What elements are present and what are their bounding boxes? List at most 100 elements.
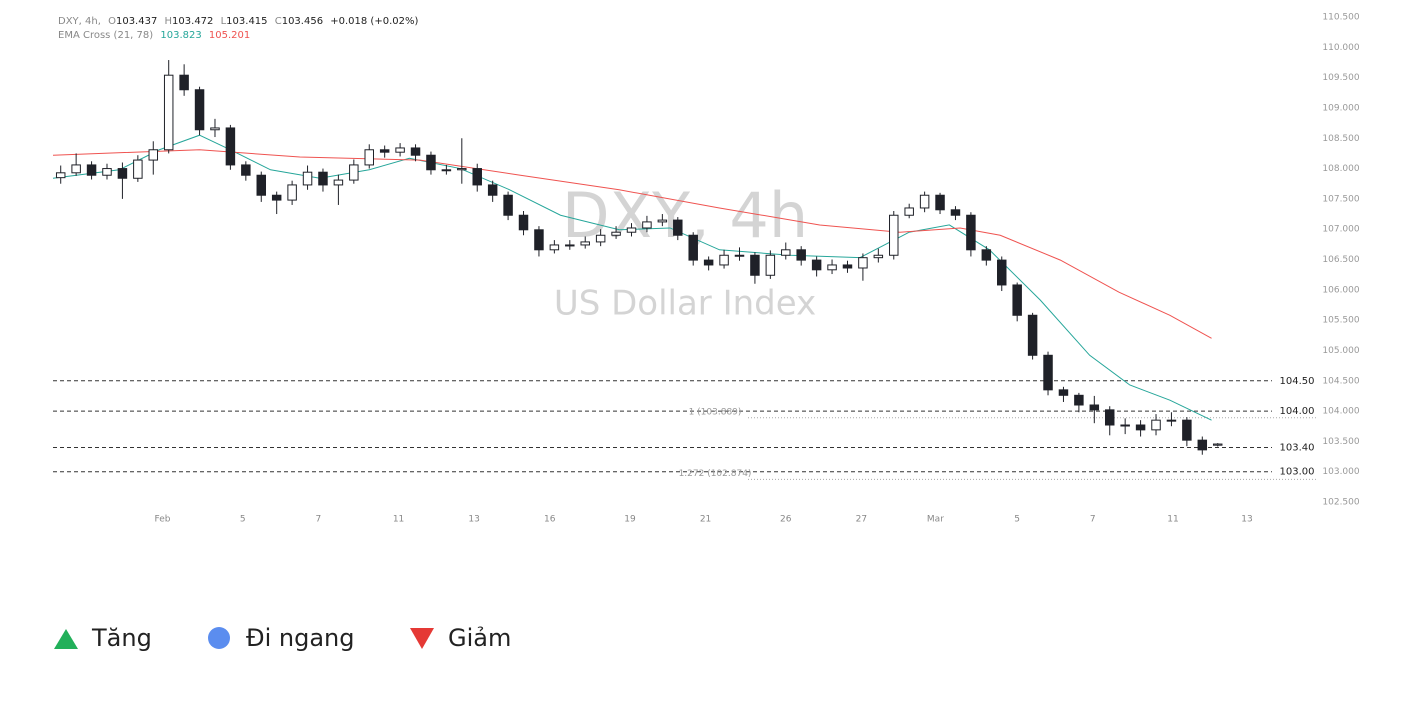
- candle-body: [703, 259, 714, 266]
- level-box: [1274, 403, 1318, 420]
- y-tick-label: 110.000: [1322, 43, 1359, 53]
- candle-body: [889, 214, 899, 256]
- l-label: L: [221, 16, 227, 27]
- candle-body: [626, 227, 637, 233]
- candle-body: [71, 164, 81, 174]
- candle-body: [472, 168, 482, 186]
- level-label: 104.00: [1280, 406, 1315, 417]
- candle-body: [981, 249, 992, 261]
- y-tick-label: 107.500: [1322, 194, 1359, 204]
- legend-down: Giảm: [448, 624, 511, 652]
- candle-body: [873, 254, 884, 259]
- candle-body: [379, 149, 390, 153]
- candle-body: [287, 184, 297, 201]
- fib-label: 1 (103.889): [689, 407, 742, 417]
- x-tick-label: 21: [700, 515, 711, 525]
- x-tick-label: 7: [1090, 515, 1096, 525]
- x-tick-label: 11: [393, 515, 404, 525]
- candle-body: [950, 209, 961, 216]
- candle-body: [55, 172, 66, 179]
- x-tick-label: 26: [780, 515, 792, 525]
- candle-body: [302, 171, 313, 186]
- candle-body: [549, 244, 560, 251]
- candle-body: [487, 184, 498, 196]
- candle-body: [1027, 314, 1038, 356]
- candle-body: [1120, 424, 1130, 427]
- level-box: [1274, 463, 1318, 480]
- candle-body: [1089, 404, 1100, 411]
- candle-body: [194, 89, 205, 131]
- candle-body: [426, 154, 436, 171]
- x-tick-label: 16: [544, 515, 556, 525]
- x-tick-label: 7: [315, 515, 321, 525]
- indicator: EMA Cross (21, 78) 103.823 105.201: [58, 30, 250, 41]
- candle-body: [811, 259, 822, 271]
- candle-body: [796, 249, 806, 261]
- candle-body: [1212, 443, 1223, 446]
- candle-body: [1074, 394, 1084, 406]
- candle-body: [1135, 424, 1146, 431]
- candle-body: [102, 168, 112, 176]
- x-tick-label: 19: [624, 515, 636, 525]
- candle-body: [1166, 419, 1177, 422]
- candle-body: [935, 194, 945, 211]
- fib-label: 1.272 (102.874): [679, 469, 752, 479]
- level-box: [1274, 372, 1318, 389]
- candle-body: [1182, 419, 1192, 441]
- candle-body: [534, 229, 544, 251]
- candle-body: [1043, 354, 1053, 391]
- candle-body: [179, 74, 189, 91]
- candle-body: [210, 127, 220, 131]
- candle-body: [457, 168, 467, 171]
- candle-body: [580, 241, 590, 246]
- x-tick-label: 5: [240, 515, 246, 525]
- candle-body: [750, 254, 760, 276]
- candle-body: [1151, 419, 1161, 431]
- candle-body: [503, 194, 513, 216]
- candle-body: [225, 127, 236, 166]
- y-tick-label: 108.500: [1322, 134, 1359, 144]
- ema-line: [52, 149, 1212, 339]
- y-tick-label: 104.500: [1322, 376, 1359, 386]
- candle-body: [148, 149, 159, 161]
- candle-body: [1104, 409, 1115, 426]
- y-tick-label: 108.000: [1322, 164, 1359, 174]
- flat-icon: [208, 627, 230, 649]
- candle-body: [781, 249, 791, 256]
- candle-body: [117, 168, 128, 179]
- candle-body: [842, 264, 853, 269]
- candle-body: [518, 214, 529, 231]
- candle-body: [410, 147, 421, 156]
- candle-body: [919, 194, 930, 209]
- candle-body: [364, 149, 374, 166]
- candle-body: [997, 259, 1007, 286]
- ema-slow-value: 105.201: [209, 30, 250, 41]
- candle-body: [688, 234, 698, 261]
- candle-body: [657, 219, 668, 223]
- candle-body: [565, 244, 575, 247]
- y-tick-label: 109.000: [1322, 103, 1359, 113]
- x-tick-label: 13: [468, 515, 479, 525]
- candle-body: [858, 257, 868, 269]
- y-tick-label: 107.000: [1322, 225, 1359, 235]
- header: DXY, 4h, O103.437 H103.472 L103.415 C103…: [58, 16, 418, 27]
- level-box: [1274, 439, 1318, 456]
- h-label: H: [165, 16, 173, 27]
- candle-body: [904, 207, 914, 216]
- candle-body: [673, 219, 683, 236]
- y-tick-label: 103.500: [1322, 437, 1359, 447]
- candle-body: [256, 174, 267, 196]
- y-tick-label: 106.500: [1322, 255, 1359, 265]
- candle-body: [1058, 389, 1069, 396]
- y-tick-label: 105.500: [1322, 316, 1359, 326]
- level-label: 104.50: [1280, 376, 1315, 387]
- candle-body: [611, 231, 621, 236]
- ema-fast-value: 103.823: [160, 30, 201, 41]
- candle-body: [333, 179, 344, 186]
- x-tick-label: Mar: [927, 515, 944, 525]
- legend-flat: Đi ngang: [246, 624, 355, 652]
- change: +0.018 (+0.02%): [330, 16, 418, 27]
- candle-body: [827, 264, 837, 271]
- h-value: 103.472: [172, 16, 213, 27]
